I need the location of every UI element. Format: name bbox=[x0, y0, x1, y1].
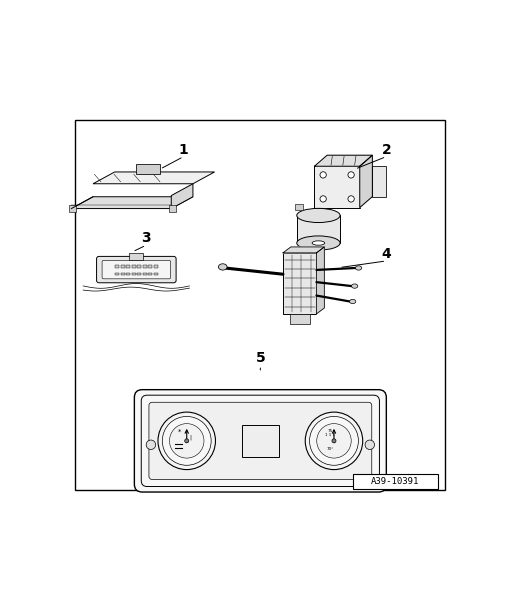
FancyBboxPatch shape bbox=[134, 390, 386, 492]
Bar bbox=[143, 265, 147, 268]
Ellipse shape bbox=[297, 236, 340, 250]
Circle shape bbox=[309, 416, 359, 465]
Text: 1: 1 bbox=[179, 143, 188, 156]
Bar bbox=[295, 204, 303, 210]
Polygon shape bbox=[71, 197, 193, 208]
Text: 1 1 1: 1 1 1 bbox=[325, 432, 335, 437]
Bar bbox=[137, 265, 141, 268]
Circle shape bbox=[316, 423, 351, 458]
Bar bbox=[136, 164, 160, 175]
Circle shape bbox=[305, 412, 363, 469]
Polygon shape bbox=[360, 155, 372, 208]
Polygon shape bbox=[171, 184, 193, 208]
Polygon shape bbox=[314, 155, 372, 166]
Circle shape bbox=[185, 439, 189, 443]
Bar bbox=[132, 265, 136, 268]
Circle shape bbox=[162, 416, 211, 465]
Circle shape bbox=[158, 412, 215, 469]
Bar bbox=[143, 273, 147, 275]
Bar bbox=[115, 273, 119, 275]
Text: 70°: 70° bbox=[326, 447, 334, 451]
Bar bbox=[372, 166, 386, 197]
Bar bbox=[314, 166, 360, 208]
Text: 75: 75 bbox=[328, 429, 333, 433]
Bar bbox=[120, 273, 124, 275]
Bar bbox=[115, 265, 119, 268]
Text: *: * bbox=[178, 429, 181, 435]
Ellipse shape bbox=[348, 196, 354, 202]
Bar bbox=[137, 273, 141, 275]
Bar bbox=[70, 205, 77, 212]
Polygon shape bbox=[93, 172, 214, 184]
FancyBboxPatch shape bbox=[149, 402, 372, 480]
Polygon shape bbox=[283, 247, 324, 253]
Text: |: | bbox=[189, 434, 191, 440]
Circle shape bbox=[146, 440, 155, 449]
Ellipse shape bbox=[356, 266, 362, 270]
Circle shape bbox=[332, 439, 336, 443]
Text: 3: 3 bbox=[141, 231, 151, 245]
Bar bbox=[126, 273, 130, 275]
Text: 2: 2 bbox=[382, 143, 391, 156]
Ellipse shape bbox=[218, 264, 227, 270]
Circle shape bbox=[170, 423, 204, 458]
Bar bbox=[353, 474, 437, 489]
Bar bbox=[283, 253, 316, 314]
Ellipse shape bbox=[348, 172, 354, 178]
Bar bbox=[290, 314, 309, 324]
Text: A39-10391: A39-10391 bbox=[371, 477, 420, 486]
Text: 5: 5 bbox=[256, 351, 265, 365]
Bar bbox=[169, 205, 176, 212]
Text: 4: 4 bbox=[382, 247, 391, 261]
Bar bbox=[126, 265, 130, 268]
Bar bbox=[242, 425, 279, 457]
Polygon shape bbox=[316, 247, 324, 314]
Bar bbox=[129, 253, 143, 260]
Bar bbox=[120, 265, 124, 268]
Ellipse shape bbox=[320, 196, 326, 202]
Ellipse shape bbox=[320, 172, 326, 178]
Bar bbox=[132, 273, 136, 275]
Bar bbox=[148, 265, 152, 268]
Bar bbox=[153, 265, 157, 268]
Bar bbox=[148, 273, 152, 275]
Bar bbox=[297, 216, 340, 243]
Circle shape bbox=[365, 440, 374, 449]
Ellipse shape bbox=[350, 300, 356, 304]
Ellipse shape bbox=[352, 284, 358, 288]
Ellipse shape bbox=[297, 208, 340, 222]
FancyBboxPatch shape bbox=[102, 260, 171, 279]
Bar bbox=[153, 273, 157, 275]
FancyBboxPatch shape bbox=[97, 257, 176, 283]
Ellipse shape bbox=[312, 241, 325, 245]
